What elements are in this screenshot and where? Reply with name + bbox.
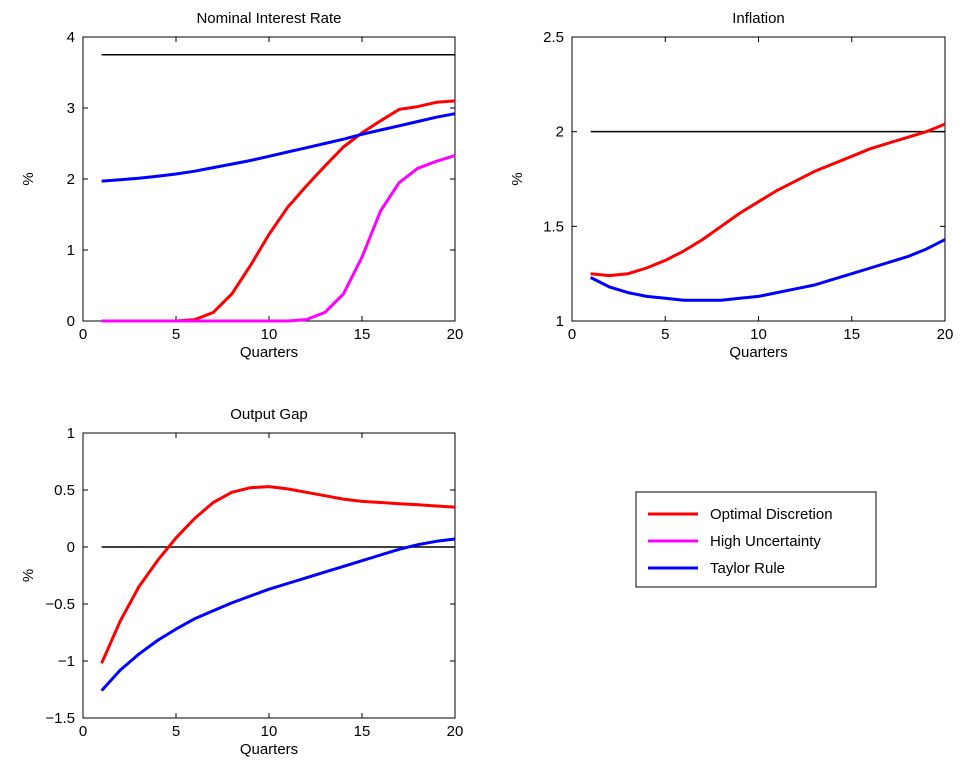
inflation-x-tick-label: 10 [750,326,767,343]
output-gap-y-tick-label: −1 [58,653,75,670]
output-gap-x-tick-label: 0 [79,723,87,740]
nominal-interest-rate-y-tick-label: 3 [67,100,75,117]
nominal-interest-rate-x-tick-label: 20 [447,326,464,343]
nominal-interest-rate-x-tick-label: 0 [79,326,87,343]
nominal-interest-rate-y-tick-label: 0 [67,313,75,330]
output-gap-y-axis-label: % [20,569,37,582]
legend-label-optimal-discretion: Optimal Discretion [710,506,833,523]
nominal-interest-rate-x-tick-label: 15 [354,326,371,343]
output-gap-y-tick-label: −0.5 [45,596,75,613]
output-gap-chart: Output Gap 0 5 10 15 20 −1.5 −1 −0.5 0 0.5 1 Quarter… [20,406,463,758]
inflation-y-axis-label: % [509,172,526,185]
output-gap-series-taylor-rule [100,537,456,692]
nominal-interest-rate-y-tick-label: 4 [67,29,75,46]
nominal-interest-rate-x-axis-label: Quarters [240,344,298,361]
output-gap-series-optimal-discretion [100,485,456,664]
output-gap-y-tick-label: 1 [67,425,75,442]
legend-label-high-uncertainty: High Uncertainty [710,533,821,550]
output-gap-axes-frame [82,432,456,719]
nominal-interest-rate-y-tick-label: 1 [67,242,75,259]
inflation-y-tick-label: 1 [556,313,564,330]
inflation-title: Inflation [732,10,785,27]
output-gap-y-tick-label: −1.5 [45,710,75,727]
inflation-chart: Inflation 0 5 10 15 20 1 1.5 2 2.5 Quarters% [509,10,953,361]
nominal-interest-rate-y-axis-label: % [20,172,37,185]
inflation-y-tick-label: 2 [556,124,564,141]
output-gap-x-tick-label: 5 [172,723,180,740]
output-gap-y-tick-label: 0 [67,539,75,556]
nominal-interest-rate-title: Nominal Interest Rate [196,10,341,27]
inflation-x-tick-label: 0 [568,326,576,343]
output-gap-title: Output Gap [230,406,308,423]
output-gap-x-axis-label: Quarters [240,741,298,758]
nominal-interest-rate-chart: Nominal Interest Rate 0 5 10 15 20 0 1 2 3 4 Quarte… [20,10,463,361]
nominal-interest-rate-y-tick-label: 2 [67,171,75,188]
inflation-x-tick-label: 5 [661,326,669,343]
nominal-interest-rate-series-taylor-rule [101,112,456,183]
output-gap-y-tick-label: 0.5 [54,482,75,499]
inflation-y-tick-label: 2.5 [543,29,564,46]
output-gap-x-tick-label: 15 [354,723,371,740]
inflation-series-optimal-discretion [590,122,946,278]
legend: Optimal Discretion High Uncertainty Taylor… [635,491,877,588]
inflation-x-axis-label: Quarters [729,344,787,361]
inflation-x-tick-label: 15 [843,326,860,343]
inflation-series-taylor-rule [589,238,946,302]
inflation-y-tick-label: 1.5 [543,218,564,235]
inflation-x-tick-label: 20 [937,326,954,343]
legend-label-taylor-rule: Taylor Rule [710,560,785,577]
output-gap-x-tick-label: 10 [261,723,278,740]
nominal-interest-rate-x-tick-label: 5 [172,326,180,343]
inflation-axes-frame [571,36,946,322]
output-gap-x-tick-label: 20 [447,723,464,740]
nominal-interest-rate-series-high-uncertainty [101,154,456,323]
nominal-interest-rate-x-tick-label: 10 [261,326,278,343]
